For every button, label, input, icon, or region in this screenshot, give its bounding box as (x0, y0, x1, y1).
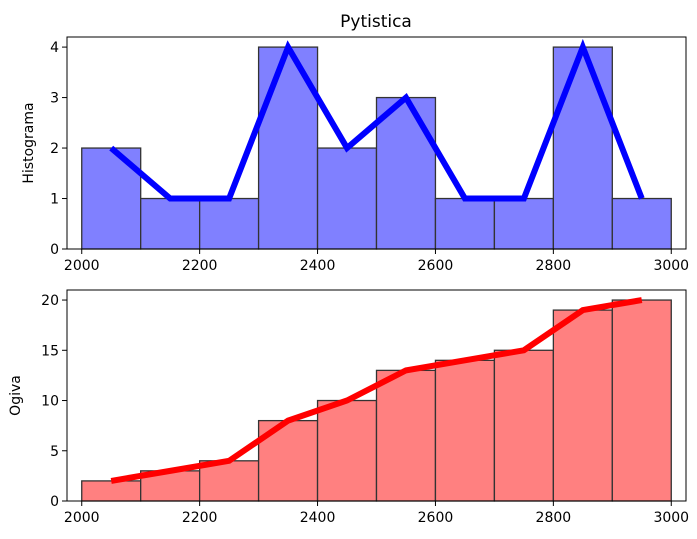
histogram-x-tick-label: 2400 (300, 258, 336, 274)
ogive-line (110, 297, 643, 484)
ogive-bar (434, 359, 496, 502)
histogram-line (109, 38, 645, 202)
histogram-bar (611, 197, 672, 250)
ogive-x-tick-label: 2800 (536, 510, 572, 526)
ogive-bar (611, 299, 672, 502)
histogram-x-tick-label: 2600 (418, 258, 454, 274)
histogram-bar (552, 46, 613, 250)
histogram-x-tick-label: 2800 (536, 258, 572, 274)
histogram-y-tick-label: 2 (50, 141, 59, 157)
ogive-x-ticks: 2000 2200 2400 2600 2800 3000 (64, 501, 689, 526)
histogram-y-tick-label: 1 (50, 192, 59, 208)
histogram-x-ticks: 2000 2200 2400 2600 2800 3000 (64, 249, 689, 274)
ogive-y-tick-label: 20 (41, 293, 59, 309)
ogive-bar (81, 480, 142, 502)
histogram-y-axis-label: Histograma (21, 102, 37, 183)
histogram-y-ticks: 0 1 2 3 4 (50, 40, 67, 258)
ogive-series-line (110, 297, 643, 484)
histogram-panel: 2000 2200 2400 2600 2800 3000 0 1 2 3 4 Histogram… (21, 36, 689, 274)
ogive-bar (316, 399, 378, 502)
histogram-bar (140, 197, 201, 250)
histogram-bars (81, 46, 672, 250)
histogram-x-tick-label: 2000 (64, 258, 100, 274)
chart-title: Pytistica (340, 12, 412, 32)
ogive-bars (81, 299, 672, 502)
histogram-y-tick-label: 0 (50, 242, 59, 258)
ogive-bar (375, 369, 437, 502)
ogive-axes-frame (66, 289, 687, 502)
histogram-y-tick-label: 3 (50, 91, 59, 107)
histogram-bar (375, 96, 437, 250)
ogive-bar (552, 309, 613, 502)
histogram-series-line (109, 38, 645, 202)
histogram-bar (198, 197, 260, 250)
ogive-y-tick-label: 5 (50, 444, 59, 460)
ogive-x-tick-label: 2200 (182, 510, 218, 526)
histogram-bar (434, 197, 496, 250)
ogive-y-axis-label: Ogiva (8, 375, 24, 416)
ogive-y-tick-label: 15 (41, 343, 59, 359)
ogive-x-tick-label: 2400 (300, 510, 336, 526)
histogram-bar (493, 197, 555, 250)
ogive-x-tick-label: 3000 (653, 510, 689, 526)
histogram-axes-frame (66, 36, 687, 250)
ogive-x-tick-label: 2000 (64, 510, 100, 526)
ogive-x-tick-label: 2600 (418, 510, 454, 526)
ogive-panel: 2000 2200 2400 2600 2800 3000 0 5 10 15 20 Ogiva (8, 289, 689, 526)
ogive-bar (493, 349, 555, 502)
histogram-bar (316, 147, 378, 250)
ogive-y-tick-label: 10 (41, 394, 59, 410)
ogive-y-ticks: 0 5 10 15 20 (41, 293, 67, 510)
histogram-x-tick-label: 3000 (653, 258, 689, 274)
ogive-y-tick-label: 0 (50, 494, 59, 510)
histogram-x-tick-label: 2200 (182, 258, 218, 274)
histogram-y-tick-label: 4 (50, 40, 59, 56)
